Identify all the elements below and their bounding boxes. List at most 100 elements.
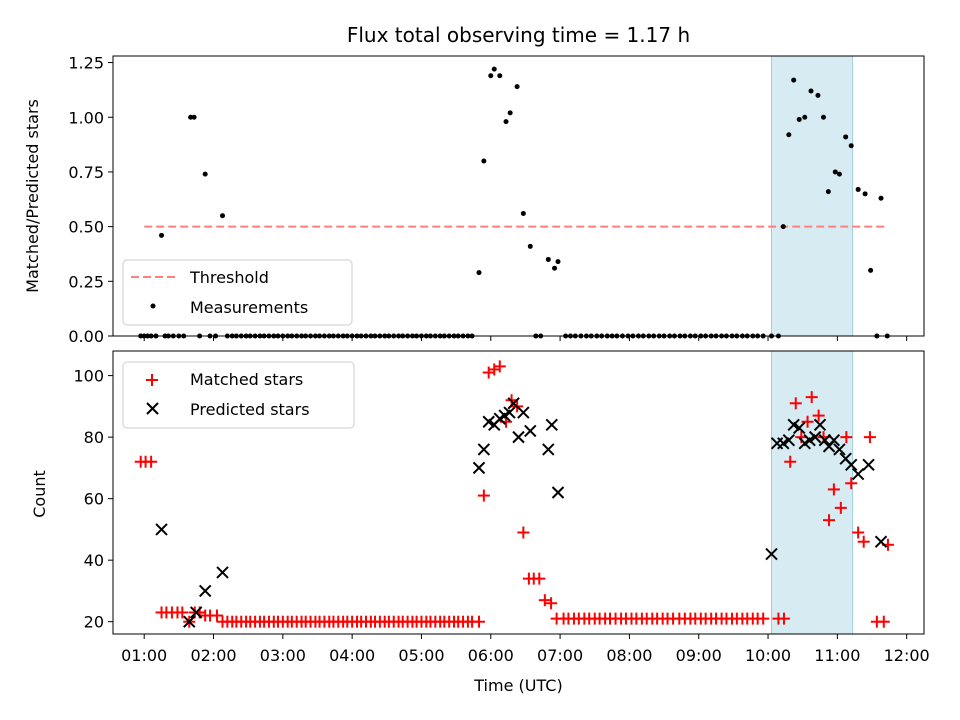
legend-matched-label: Matched stars bbox=[190, 370, 303, 389]
y-axis-ticks-bottom: 20 40 60 80 100 bbox=[73, 367, 113, 632]
measurement-point bbox=[545, 256, 551, 262]
x-tick-label: 01:00 bbox=[121, 646, 167, 665]
x-tick-label: 12:00 bbox=[884, 646, 930, 665]
matched-star-point bbox=[533, 572, 546, 585]
measurement-point bbox=[802, 114, 808, 120]
legend-measurements-swatch bbox=[150, 303, 156, 309]
x-tick-label: 11:00 bbox=[814, 646, 860, 665]
matched-star-point bbox=[488, 363, 501, 376]
y-tick-label: 80 bbox=[84, 428, 104, 447]
matched-star-point bbox=[863, 431, 876, 444]
predicted-star-point bbox=[503, 406, 516, 419]
panel-top: Flux total observing time = 1.17 h 0.000… bbox=[23, 23, 925, 346]
legend-frame bbox=[122, 361, 355, 429]
matched-star-point bbox=[210, 609, 223, 622]
axes-frame-bottom bbox=[112, 350, 925, 635]
x-tick-label: 03:00 bbox=[260, 646, 306, 665]
predicted-star-point bbox=[765, 547, 778, 561]
matched-star-point bbox=[827, 483, 840, 496]
measurement-point bbox=[868, 267, 874, 273]
matched-star-point bbox=[834, 501, 847, 514]
measurement-point bbox=[786, 132, 792, 138]
y-tick-label: 0.75 bbox=[68, 163, 104, 182]
legend-top: Threshold Measurements bbox=[122, 259, 353, 326]
matched-stars-series bbox=[134, 360, 894, 628]
matched-star-point bbox=[852, 526, 865, 539]
measurement-point bbox=[843, 134, 849, 140]
measurement-point bbox=[791, 77, 797, 83]
predicted-star-point bbox=[782, 433, 796, 447]
measurement-point bbox=[507, 110, 513, 116]
legend-measurements-label: Measurements bbox=[190, 298, 308, 317]
predicted-star-point bbox=[818, 433, 832, 447]
legend-threshold-label: Threshold bbox=[189, 268, 269, 287]
predicted-star-point bbox=[545, 418, 558, 432]
x-tick-label: 04:00 bbox=[329, 646, 375, 665]
predicted-star-point bbox=[155, 523, 168, 536]
x-tick-label: 06:00 bbox=[468, 646, 514, 665]
measurement-point bbox=[555, 259, 561, 265]
matched-star-point bbox=[477, 489, 490, 502]
predicted-star-point bbox=[851, 467, 865, 481]
measurement-point bbox=[820, 114, 826, 120]
matched-star-point bbox=[538, 594, 551, 607]
matched-star-point bbox=[545, 597, 558, 610]
measurement-point bbox=[780, 224, 786, 230]
measurement-point bbox=[220, 213, 226, 219]
matched-star-point bbox=[877, 615, 890, 628]
x-axis-ticks-bottom: 01:00 02:00 03:00 04:00 05:00 06:00 07:00 08:00… bbox=[121, 634, 930, 665]
predicted-star-point bbox=[183, 615, 196, 628]
matched-star-point bbox=[801, 415, 814, 428]
x-tick-label: 02:00 bbox=[190, 646, 236, 665]
matched-star-point bbox=[805, 391, 818, 404]
predicted-star-point bbox=[874, 535, 888, 548]
span-rect bbox=[771, 55, 854, 337]
y-axis-label-top: Matched/Predicted stars bbox=[23, 99, 42, 293]
measurement-point bbox=[878, 195, 884, 201]
matched-star-point bbox=[777, 612, 790, 625]
highlight-span bbox=[771, 55, 854, 337]
legend-bottom: Matched stars Predicted stars bbox=[122, 361, 355, 429]
predicted-star-point bbox=[517, 406, 530, 419]
matched-star-point bbox=[482, 366, 495, 379]
matched-star-point bbox=[789, 397, 802, 410]
matched-star-point bbox=[517, 526, 530, 539]
x-tick-label: 10:00 bbox=[745, 646, 791, 665]
matched-star-point bbox=[823, 514, 836, 527]
matched-star-point bbox=[145, 455, 158, 468]
measurement-point bbox=[520, 211, 526, 216]
predicted-star-point bbox=[793, 421, 806, 435]
measurement-point bbox=[832, 169, 838, 175]
matched-star-point bbox=[840, 431, 853, 444]
chart-title: Flux total observing time = 1.17 h bbox=[347, 23, 690, 47]
predicted-star-point bbox=[512, 430, 525, 444]
predicted-star-point bbox=[524, 424, 537, 438]
measurement-point bbox=[527, 243, 533, 249]
matched-star-point bbox=[757, 612, 770, 625]
predicted-star-point bbox=[827, 433, 841, 447]
measurement-point bbox=[191, 114, 197, 120]
predicted-star-point bbox=[542, 443, 555, 456]
predicted-star-point bbox=[862, 458, 875, 472]
x-tick-label: 05:00 bbox=[398, 646, 444, 665]
measurement-point bbox=[481, 158, 487, 164]
predicted-star-point bbox=[808, 430, 822, 444]
measurement-point bbox=[855, 186, 861, 192]
measurement-point bbox=[514, 84, 520, 90]
measurement-point bbox=[188, 114, 194, 120]
matched-star-point bbox=[472, 615, 485, 628]
predicted-star-point bbox=[551, 486, 565, 499]
y-axis-ticks-top: 0.00 0.25 0.50 0.75 1.00 1.25 bbox=[68, 54, 113, 346]
measurement-point bbox=[497, 73, 503, 79]
measurement-point bbox=[552, 265, 558, 271]
measurement-point bbox=[848, 143, 854, 149]
legend-frame bbox=[122, 259, 353, 326]
matched-star-point bbox=[812, 409, 825, 422]
predicted-star-point bbox=[477, 443, 491, 456]
measurement-point bbox=[796, 116, 802, 122]
legend-predicted-swatch bbox=[146, 402, 159, 415]
y-tick-label: 1.25 bbox=[68, 54, 104, 73]
x-tick-label: 09:00 bbox=[676, 646, 722, 665]
measurement-point bbox=[202, 171, 208, 177]
measurement-point bbox=[491, 66, 497, 72]
